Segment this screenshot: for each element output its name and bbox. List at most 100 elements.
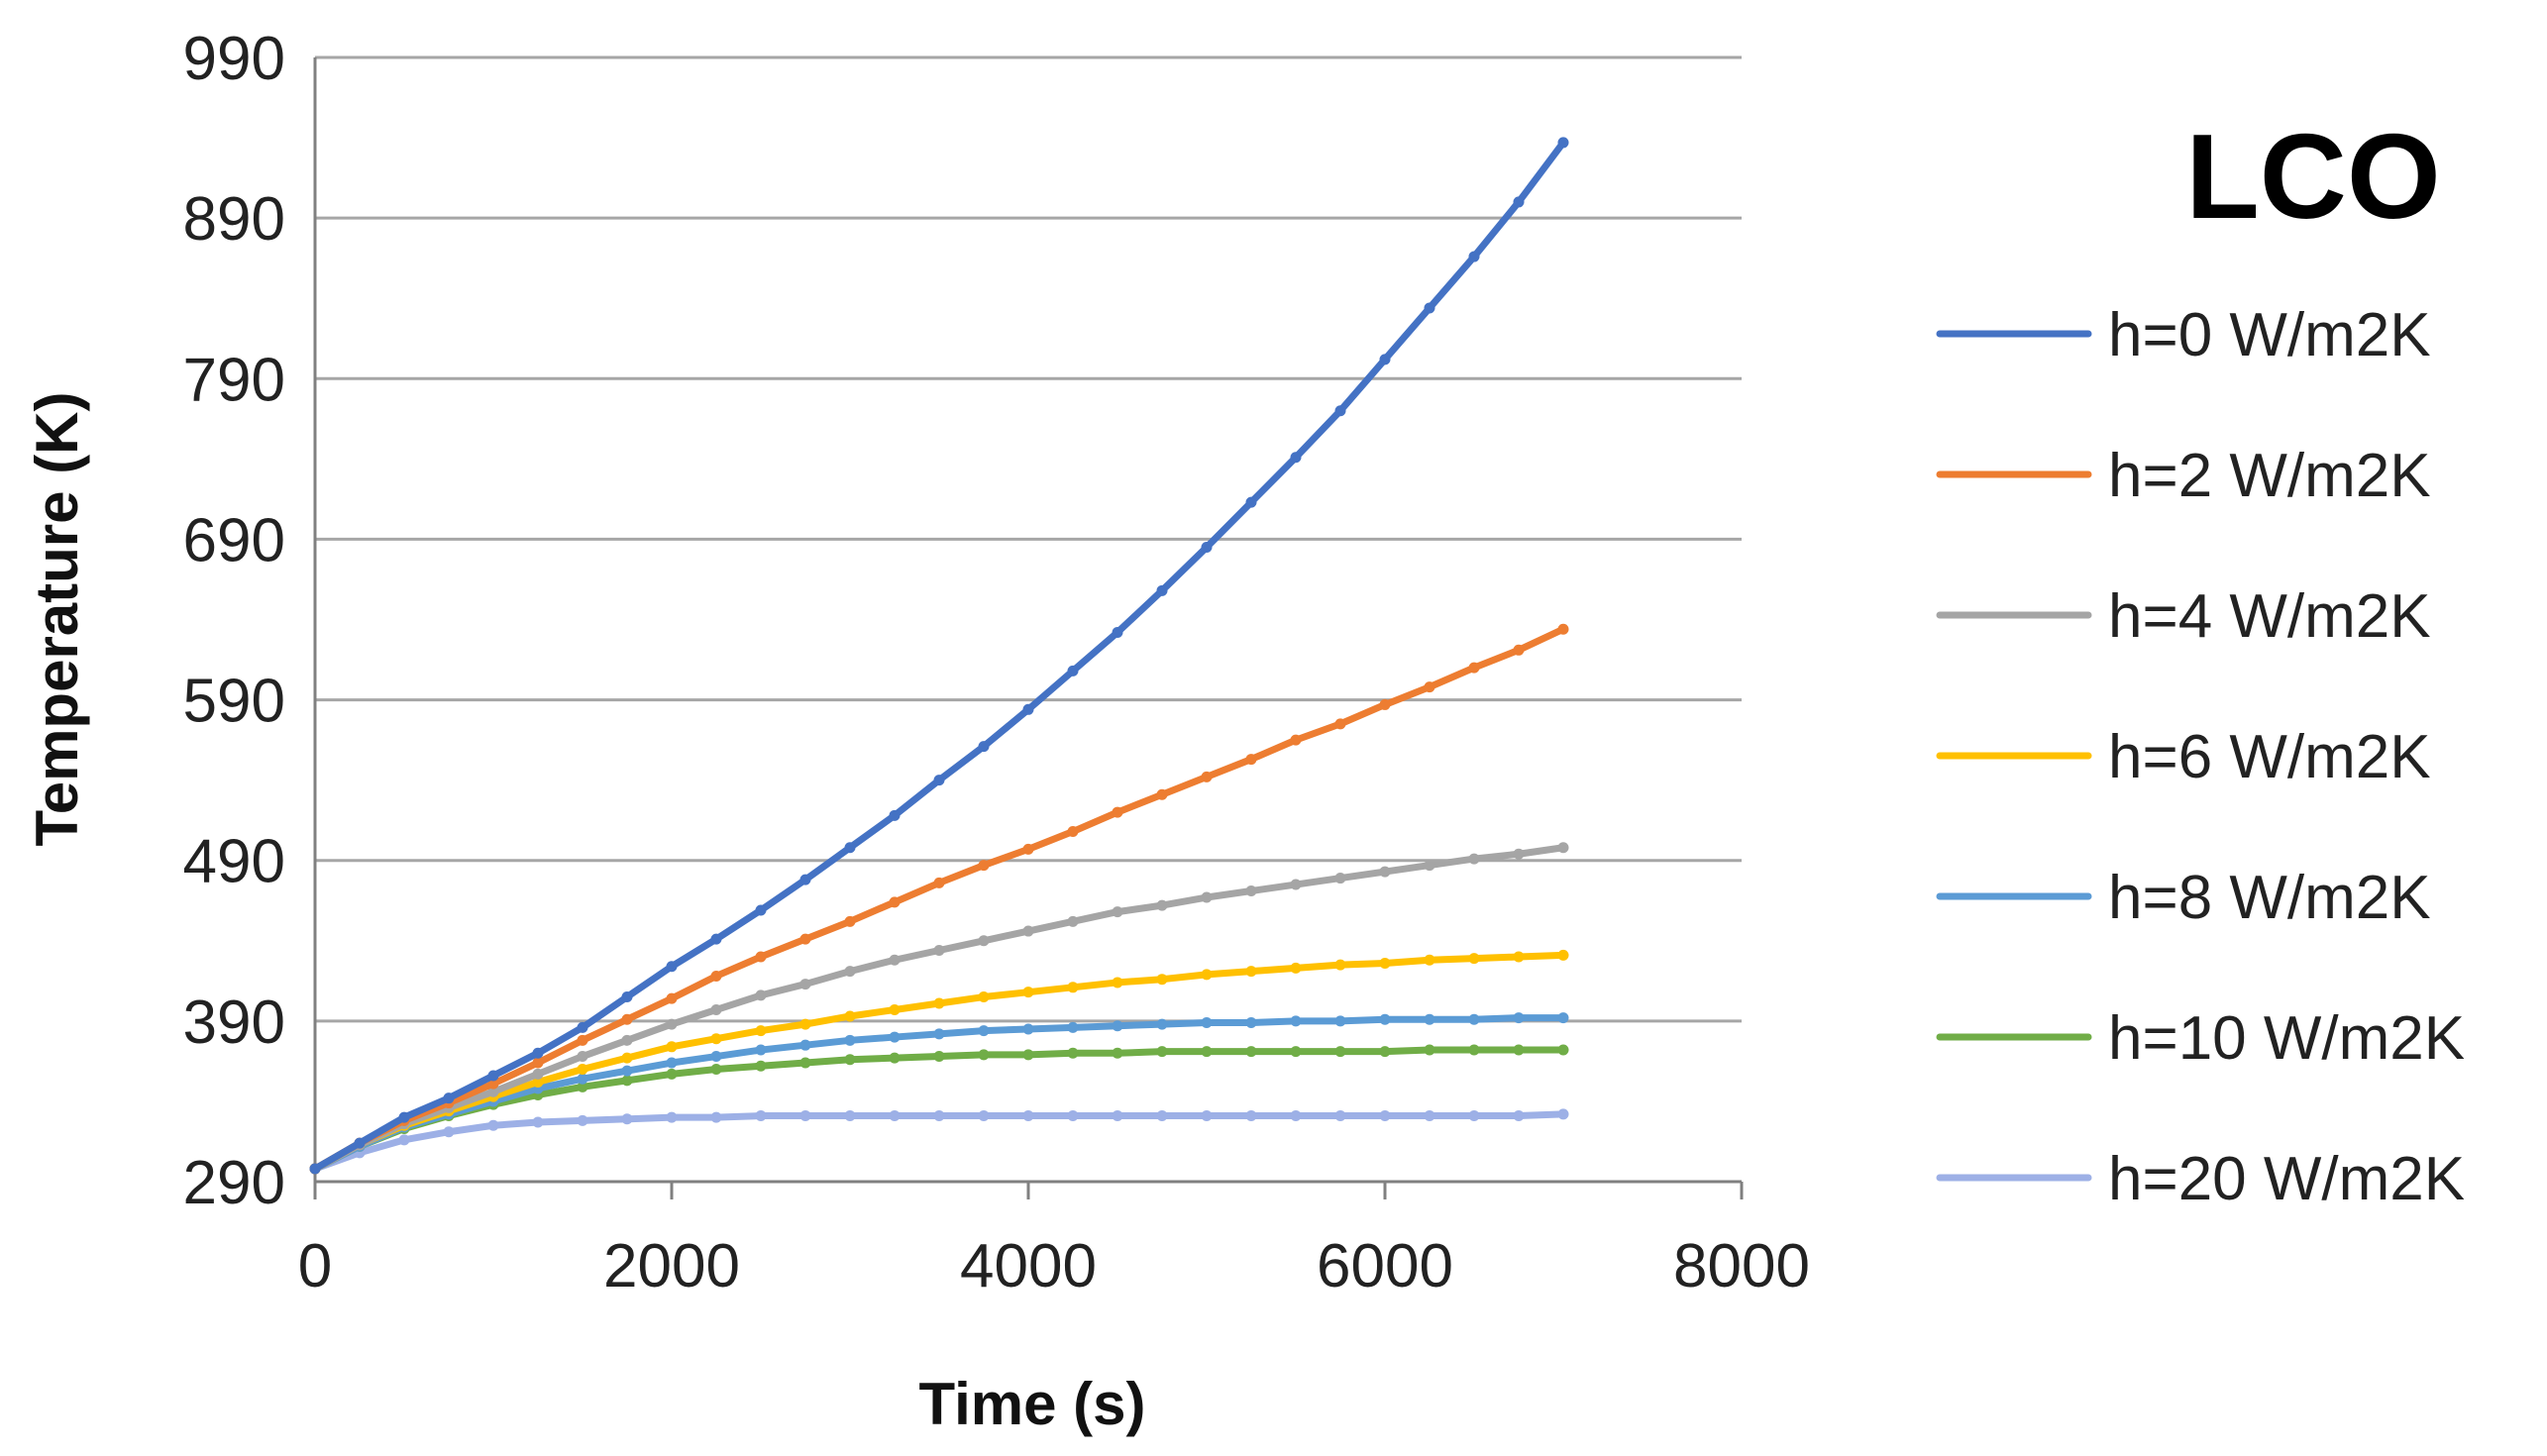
- data-point: [1468, 1013, 1480, 1025]
- y-axis-title: Temperature (K): [24, 392, 90, 847]
- data-point: [532, 1057, 544, 1069]
- data-point: [844, 842, 856, 854]
- data-point: [933, 997, 945, 1009]
- data-point: [889, 896, 901, 908]
- data-point: [443, 1126, 455, 1138]
- data-point: [1513, 196, 1525, 208]
- data-point: [1513, 951, 1525, 963]
- data-point: [1201, 1016, 1213, 1028]
- legend: h=0 W/m2K h=2 W/m2K h=4 W/m2K h=6 W/m2K h=8 …: [1936, 301, 2465, 1213]
- data-point: [487, 1070, 499, 1082]
- data-point: [1557, 623, 1569, 635]
- data-point: [1379, 866, 1391, 878]
- data-point: [1468, 251, 1480, 262]
- data-point: [487, 1078, 499, 1090]
- data-point: [621, 1065, 633, 1077]
- data-point: [1334, 718, 1346, 730]
- data-point: [1379, 957, 1391, 969]
- data-point: [1112, 977, 1123, 988]
- data-point: [666, 1041, 678, 1053]
- data-point: [933, 945, 945, 957]
- data-point: [1424, 954, 1435, 966]
- data-point: [1424, 681, 1435, 693]
- data-point: [1334, 405, 1346, 417]
- data-point: [1334, 959, 1346, 971]
- data-point: [1290, 879, 1302, 890]
- data-point: [1022, 1110, 1034, 1122]
- data-point: [621, 1034, 633, 1046]
- data-point: [1112, 1020, 1123, 1032]
- data-point: [621, 1013, 633, 1025]
- x-tick-label: 4000: [960, 1232, 1097, 1300]
- x-tick-label: 0: [298, 1232, 332, 1300]
- y-tick-label: 990: [183, 25, 285, 93]
- data-point: [1201, 969, 1213, 981]
- legend-item: h=8 W/m2K: [1936, 864, 2431, 932]
- data-point: [487, 1119, 499, 1131]
- data-point: [1201, 542, 1213, 554]
- data-point: [1424, 302, 1435, 314]
- data-point: [666, 1068, 678, 1080]
- data-point: [1468, 953, 1480, 965]
- data-point: [1067, 826, 1079, 838]
- data-point: [1067, 1047, 1079, 1059]
- data-point: [1156, 1018, 1168, 1030]
- data-point: [1156, 899, 1168, 911]
- y-tick-label: 690: [183, 506, 285, 574]
- data-point: [978, 935, 990, 947]
- data-point: [577, 1073, 588, 1085]
- series-line: [311, 139, 1567, 1173]
- data-point: [933, 1051, 945, 1063]
- data-point: [1290, 962, 1302, 974]
- data-point: [799, 874, 811, 885]
- data-point: [1112, 1110, 1123, 1122]
- series-1: [309, 137, 1569, 1175]
- data-point: [1022, 987, 1034, 998]
- data-point: [844, 1034, 856, 1046]
- data-point: [1468, 662, 1480, 674]
- legend-label: h=0 W/m2K: [2108, 301, 2431, 369]
- data-point: [1022, 703, 1034, 715]
- data-point: [1334, 1110, 1346, 1122]
- data-point: [1112, 806, 1123, 818]
- axes: [313, 57, 1742, 1184]
- series-layer: [309, 137, 1569, 1175]
- data-point: [1245, 1046, 1257, 1058]
- chart-title: LCO: [2185, 109, 2441, 244]
- data-point: [710, 1051, 722, 1063]
- data-point: [844, 966, 856, 978]
- data-point: [978, 741, 990, 753]
- data-point: [978, 1025, 990, 1037]
- data-point: [1379, 1046, 1391, 1058]
- data-point: [889, 1052, 901, 1064]
- data-point: [1067, 915, 1079, 927]
- data-point: [933, 775, 945, 786]
- data-point: [1067, 982, 1079, 993]
- data-point: [889, 1004, 901, 1016]
- y-tick-label: 390: [183, 988, 285, 1057]
- gridlines: [315, 55, 1742, 1023]
- data-point: [1112, 906, 1123, 918]
- legend-item: h=6 W/m2K: [1936, 723, 2431, 791]
- data-point: [1290, 734, 1302, 746]
- data-point: [666, 1111, 678, 1123]
- data-point: [755, 1044, 767, 1056]
- data-point: [844, 1010, 856, 1022]
- data-point: [1379, 1013, 1391, 1025]
- data-point: [621, 1113, 633, 1125]
- legend-label: h=8 W/m2K: [2108, 864, 2431, 932]
- data-point: [1112, 626, 1123, 638]
- data-point: [1513, 1044, 1525, 1056]
- data-point: [1557, 842, 1569, 854]
- data-point: [1022, 1023, 1034, 1035]
- data-point: [1156, 974, 1168, 986]
- data-point: [1067, 1021, 1079, 1033]
- data-point: [1424, 1013, 1435, 1025]
- data-point: [1290, 1046, 1302, 1058]
- data-point: [577, 1064, 588, 1075]
- data-point: [978, 991, 990, 1003]
- data-point: [1557, 1108, 1569, 1120]
- data-point: [1557, 1044, 1569, 1056]
- legend-item: h=20 W/m2K: [1936, 1145, 2465, 1213]
